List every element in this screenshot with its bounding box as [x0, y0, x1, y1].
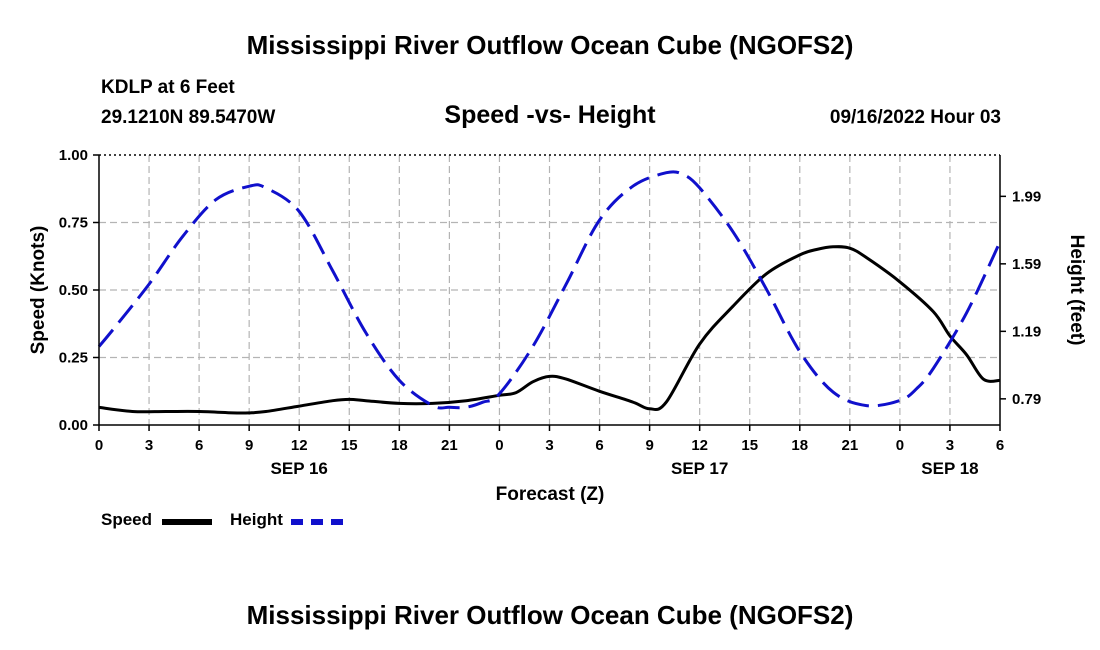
x-tick-label: 12: [691, 437, 708, 454]
x-tick-label: 15: [341, 437, 358, 454]
chart-subtitle: Speed -vs- Height: [444, 101, 656, 129]
y2-tick-label: 0.79: [1012, 391, 1041, 408]
grid-lines: [99, 155, 1000, 425]
chart-title: Mississippi River Outflow Ocean Cube (NG…: [246, 30, 854, 60]
x-tick-label: 3: [946, 437, 954, 454]
station-label: KDLP at 6 Feet: [101, 77, 235, 98]
x-tick-label: 3: [145, 437, 153, 454]
height-series-line: [97, 170, 1002, 410]
x-tick-label: 6: [195, 437, 203, 454]
y2-tick-label: 1.99: [1012, 188, 1041, 205]
footer-title: Mississippi River Outflow Ocean Cube (NG…: [246, 600, 854, 630]
date-label: SEP 16: [271, 459, 328, 478]
series-lines: [97, 170, 1002, 415]
y-tick-label: 0.25: [59, 350, 88, 367]
y2-axis-label: Height (feet): [1066, 235, 1087, 346]
x-axis-label: Forecast (Z): [496, 484, 605, 505]
x-tick-label: 9: [245, 437, 253, 454]
date-label: SEP 18: [921, 459, 978, 478]
x-tick-label: 6: [996, 437, 1004, 454]
legend-height-swatch: [291, 519, 343, 525]
y-tick-label: 1.00: [59, 147, 88, 164]
x-tick-label: 3: [545, 437, 553, 454]
x-tick-label: 18: [791, 437, 808, 454]
y2-tick-label: 1.59: [1012, 256, 1041, 273]
y-tick-label: 0.75: [59, 215, 88, 232]
x-tick-label: 12: [291, 437, 308, 454]
x-tick-label: 15: [741, 437, 758, 454]
x-tick-label: 0: [495, 437, 503, 454]
y2-tick-label: 1.19: [1012, 323, 1041, 340]
legend-height-label: Height: [230, 510, 283, 529]
axis-ticks: [93, 154, 1006, 431]
x-tick-label: 21: [841, 437, 858, 454]
legend-speed-swatch: [162, 519, 212, 525]
speed-series-line: [98, 245, 1001, 415]
x-tick-label: 21: [441, 437, 458, 454]
x-tick-label: 0: [95, 437, 103, 454]
y-tick-label: 0.50: [59, 282, 88, 299]
date-label: SEP 17: [671, 459, 728, 478]
station-coords: 29.1210N 89.5470W: [101, 107, 276, 128]
x-tick-label: 9: [645, 437, 653, 454]
y-tick-label: 0.00: [59, 417, 88, 434]
forecast-datetime: 09/16/2022 Hour 03: [829, 107, 1001, 128]
axis-labels: 0 3 6 9 12 15 18 21 0 3 6 9 12 15 18 21 0 3 6 0.00 0.25 0.50 0…: [59, 147, 1041, 478]
speed-height-chart: 0 3 6 9 12 15 18 21 0 3 6 9 12 15 18 21 0 3 6 0.00 0.25 0.50 0…: [28, 147, 1087, 505]
x-tick-label: 0: [896, 437, 904, 454]
x-tick-label: 6: [595, 437, 603, 454]
y-axis-label: Speed (Knots): [28, 226, 49, 355]
x-tick-label: 18: [391, 437, 408, 454]
legend-speed-label: Speed: [101, 510, 153, 529]
